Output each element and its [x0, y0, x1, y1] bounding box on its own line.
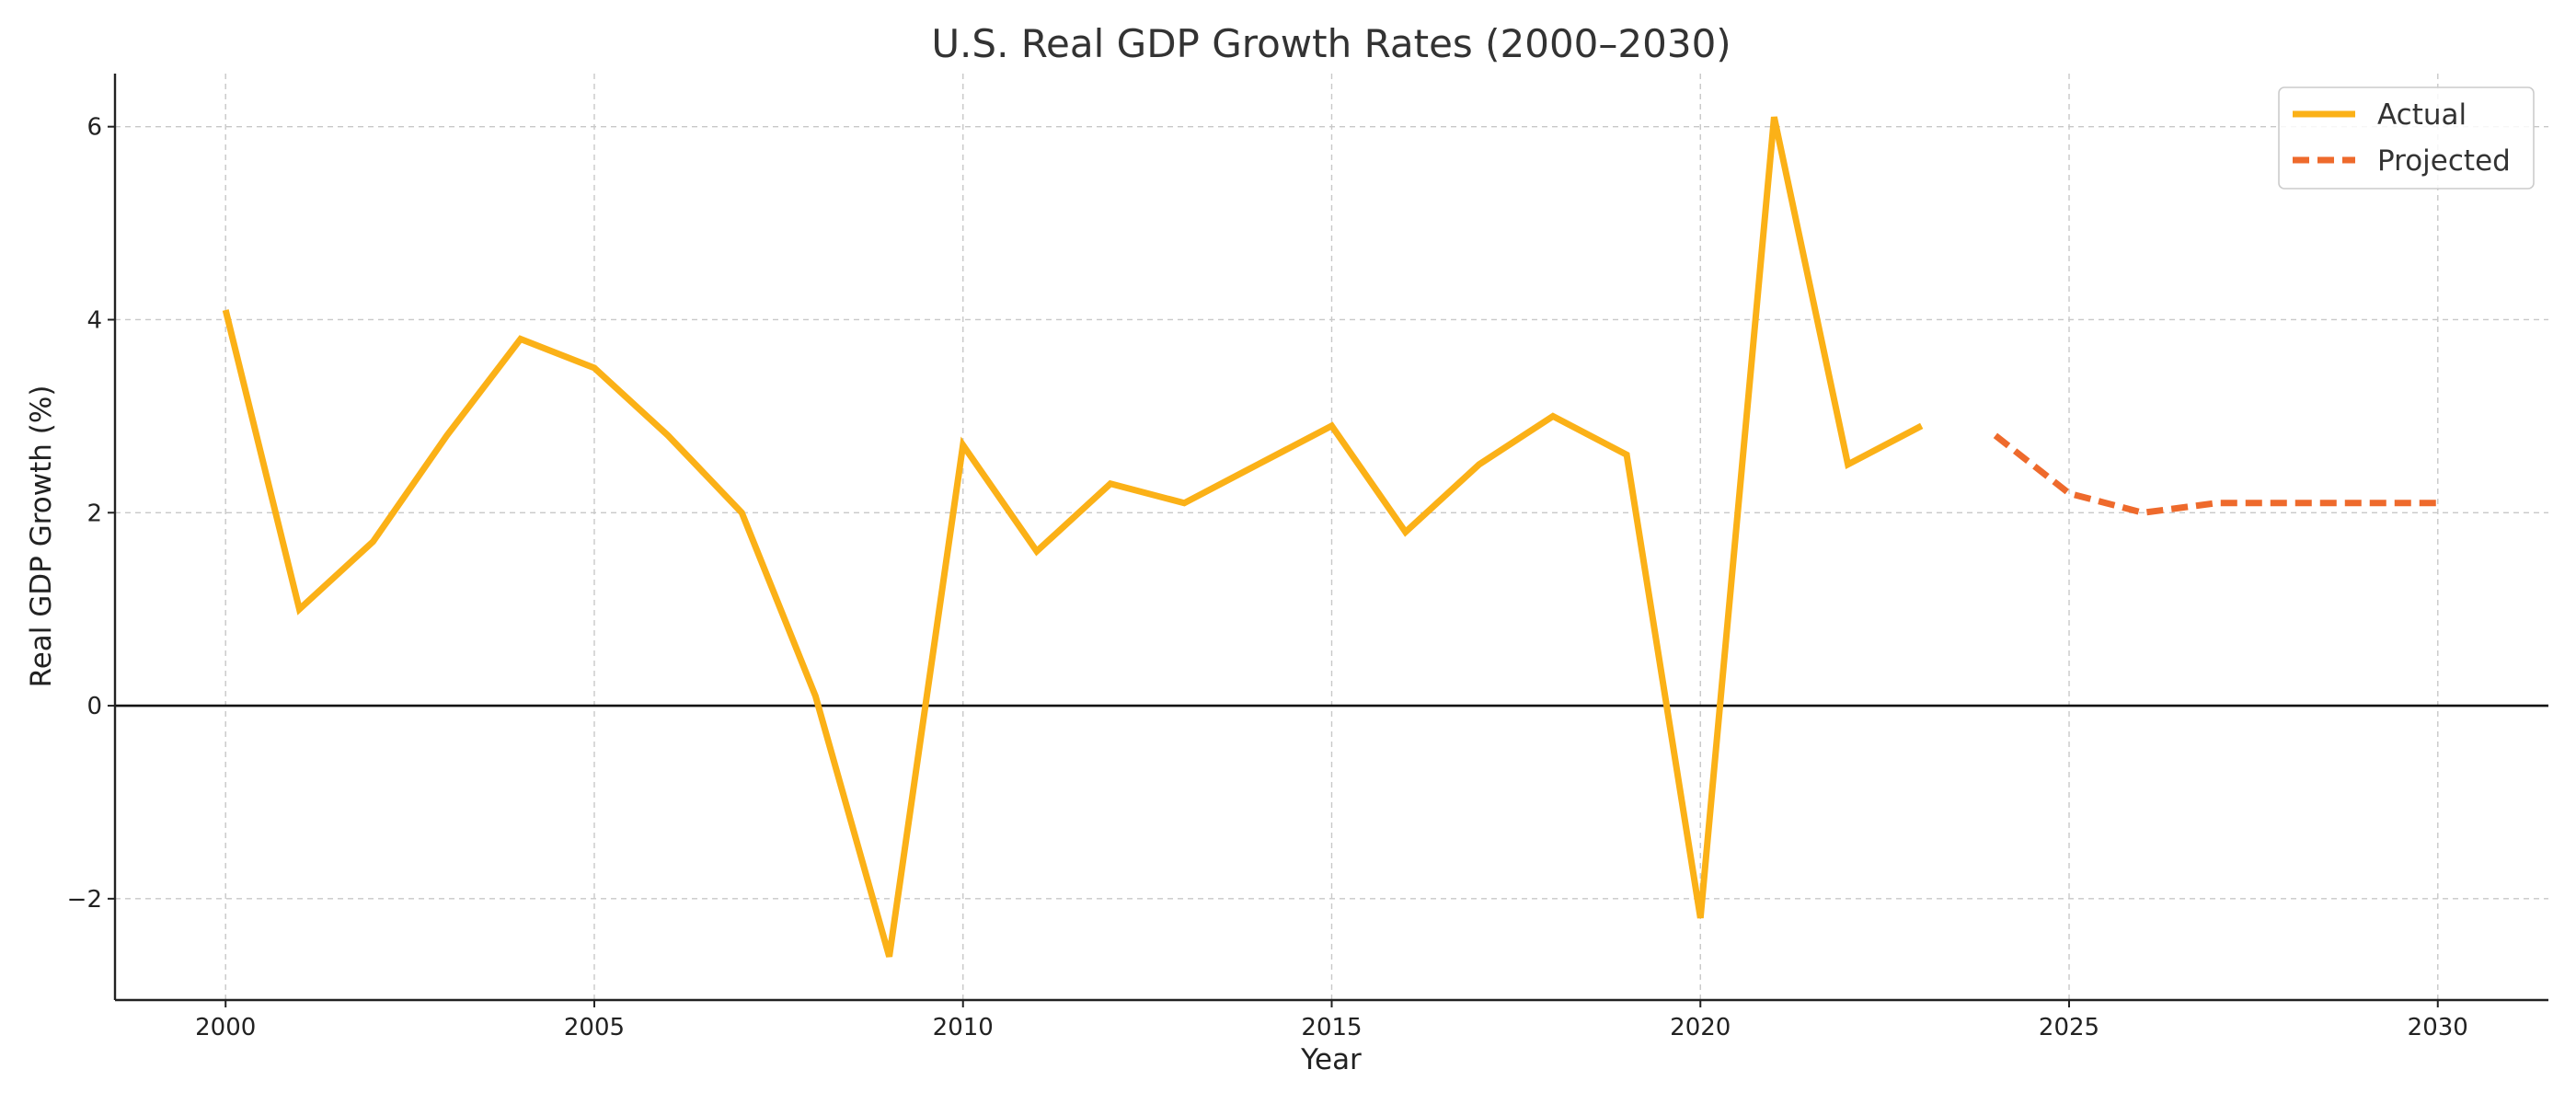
x-tick-label: 2025: [2039, 1014, 2099, 1041]
x-tick-label: 2030: [2408, 1014, 2468, 1041]
x-tick-label: 2010: [933, 1014, 994, 1041]
series-lines: [222, 116, 2438, 958]
y-axis-label: Real GDP Growth (%): [25, 385, 58, 688]
y-tick-label: 6: [86, 114, 102, 142]
grid: [115, 74, 2548, 1000]
y-tick-label: 0: [86, 693, 102, 720]
x-tick-label: 2015: [1301, 1014, 1362, 1041]
y-tick-label: −2: [67, 886, 102, 914]
y-tick-label: 4: [86, 306, 102, 334]
axes: [113, 74, 2548, 1002]
chart-title: U.S. Real GDP Growth Rates (2000–2030): [931, 21, 1731, 66]
x-tick-label: 2005: [564, 1014, 625, 1041]
x-tick-label: 2020: [1670, 1014, 1731, 1041]
x-tick-label: 2000: [195, 1014, 256, 1041]
legend-label-projected: Projected: [2377, 144, 2511, 178]
series-line-projected: [1993, 432, 2438, 516]
ticks: 2000 2005 2010 2015 2020 2025 2030 −2 0 2 4 6: [67, 114, 2468, 1041]
series-line-actual: [222, 116, 1924, 958]
legend-label-actual: Actual: [2377, 98, 2467, 132]
y-tick-label: 2: [86, 500, 102, 527]
legend: Actual Projected: [2278, 86, 2535, 190]
x-axis-label: Year: [1300, 1043, 1362, 1076]
